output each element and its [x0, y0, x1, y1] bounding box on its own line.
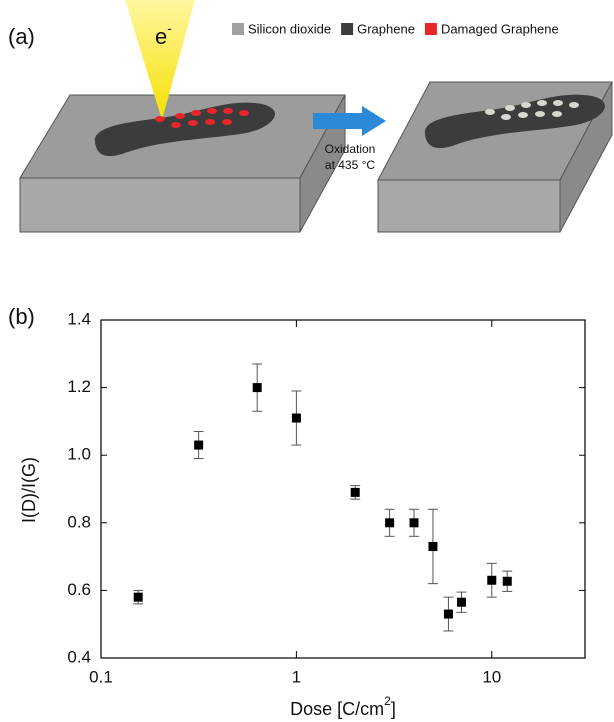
y-tick-label: 0.6: [67, 580, 91, 599]
electron-charge: -: [167, 20, 172, 36]
data-point: [252, 383, 262, 393]
y-tick-label: 1.0: [67, 445, 91, 464]
oxidized-dots: [485, 100, 579, 120]
arrow-label-line: Oxidation: [325, 142, 376, 156]
y-tick-label: 0.4: [67, 647, 91, 666]
x-axis-label: Dose [C/cm2]: [290, 694, 396, 719]
x-label-part: ]: [391, 699, 396, 719]
damage-dot: [155, 116, 165, 122]
legend-label: Damaged Graphene: [441, 21, 559, 36]
data-point: [502, 576, 512, 586]
legend-label: Graphene: [357, 21, 415, 36]
data-point: [133, 592, 143, 602]
electron-text: e: [155, 24, 167, 49]
y-tick-label: 1.4: [67, 309, 91, 328]
data-point: [291, 413, 301, 423]
panel-label: (a): [8, 24, 35, 49]
data-point: [443, 609, 453, 619]
damage-dots: [171, 108, 249, 128]
data-point: [487, 575, 497, 585]
arrow-label: Oxidation at 435 °C: [325, 142, 376, 172]
slab-front: [19, 177, 301, 233]
slab-front: [377, 179, 561, 233]
arrow: [313, 106, 386, 136]
y-axis-label: I(D)/I(G): [19, 457, 39, 523]
x-label-part: Dose [C/cm: [290, 699, 384, 719]
electron-beam: [125, 0, 195, 120]
data-point: [457, 597, 467, 607]
legend-swatch: [232, 23, 244, 35]
x-tick-label: 0.1: [89, 667, 113, 686]
x-tick-label: 10: [482, 667, 501, 686]
data-point: [409, 518, 419, 528]
arrow-label-line: at 435 °C: [325, 158, 375, 172]
panel-a: (a) e- Oxidation at 435 °C Silicon dioxid…: [8, 0, 613, 233]
data-point: [385, 518, 395, 528]
panel-label: (b): [8, 304, 35, 329]
y-tick-label: 1.2: [67, 377, 91, 396]
legend-swatch: [424, 23, 437, 35]
graphene: [424, 94, 605, 149]
x-tick-label: 1: [292, 667, 301, 686]
data-point: [428, 541, 438, 551]
legend-swatch: [341, 23, 354, 35]
legend-label: Silicon dioxide: [248, 21, 331, 36]
graphene: [94, 102, 275, 157]
plot-frame: [100, 319, 586, 659]
data-point: [350, 487, 360, 497]
data-point: [194, 440, 204, 450]
x-label-part: 2: [384, 694, 391, 708]
electron-label: e-: [155, 20, 172, 49]
y-tick-label: 0.8: [67, 512, 91, 531]
